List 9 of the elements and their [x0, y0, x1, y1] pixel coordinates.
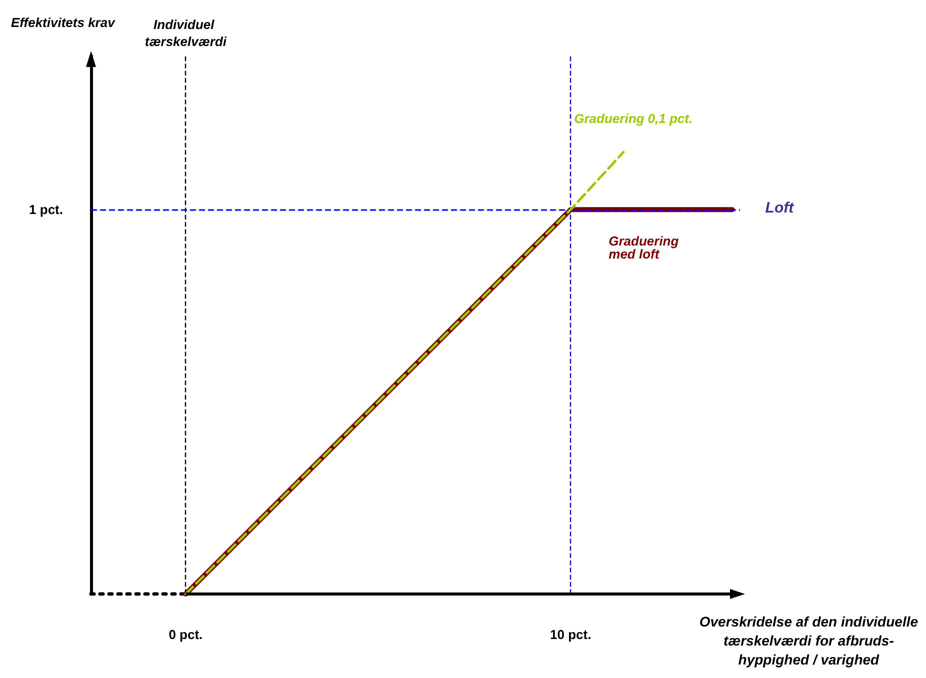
text: Graduering 0,1 pct. [574, 111, 693, 126]
text: Effektivitets krav [11, 15, 116, 30]
ref-line-label: 1 pct. [29, 202, 63, 218]
x-tick-label: 0 pct. [168, 627, 203, 642]
ref-line-label: Individuel tærskelværdi [144, 17, 227, 49]
x-axis-title: Overskridelse af den individuelle tærskelværdi for afbruds- hyppighed / varighed [699, 614, 918, 668]
series-label: Graduering med loft [608, 234, 682, 262]
x-tick-label: 10 pct. [550, 627, 592, 642]
annotation: Loft [765, 200, 795, 217]
